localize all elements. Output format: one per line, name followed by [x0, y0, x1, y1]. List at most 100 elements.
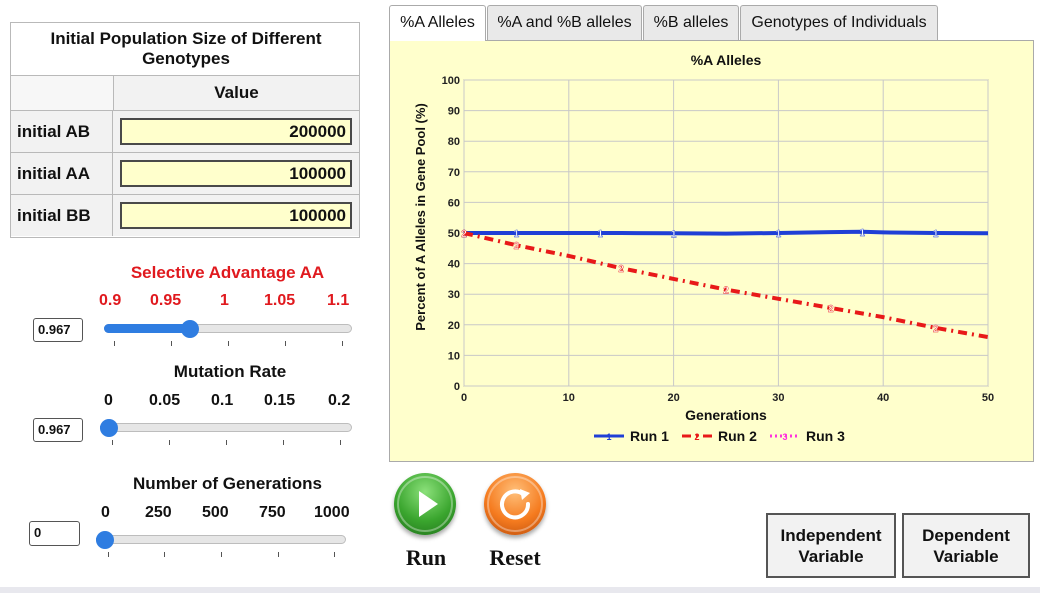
reset-button[interactable] — [484, 473, 546, 535]
slider-tick — [228, 341, 229, 346]
tick-label: 250 — [145, 504, 172, 521]
slider-knob[interactable] — [100, 419, 118, 437]
y-tick-label: 90 — [448, 106, 460, 118]
reset-icon — [487, 476, 543, 532]
mutation-rate-slider[interactable] — [100, 419, 352, 447]
tab-b-alleles[interactable]: %B alleles — [643, 5, 739, 40]
series-marker-1: 1 — [671, 229, 677, 240]
slider-tick — [283, 440, 284, 445]
y-tick-label: 20 — [448, 320, 460, 332]
row-initial-aa: initial AA 100000 — [11, 152, 359, 194]
tab-genotypes[interactable]: Genotypes of Individuals — [740, 5, 938, 40]
row-initial-bb: initial BB 100000 — [11, 194, 359, 236]
series-line-1 — [464, 229, 989, 236]
row-label: initial AB — [11, 111, 113, 152]
series-marker-1: 1 — [776, 229, 782, 240]
slider-tick — [340, 440, 341, 445]
y-tick-label: 0 — [454, 381, 460, 393]
population-table: Initial Population Size of Different Gen… — [10, 22, 360, 238]
slider-tick — [226, 440, 227, 445]
initial-ab-input[interactable]: 200000 — [120, 118, 352, 145]
tick-label: 500 — [202, 504, 229, 521]
independent-variable-button[interactable]: Independent Variable — [766, 513, 896, 578]
header-blank-cell — [11, 76, 114, 110]
tick-label: 0.9 — [99, 292, 122, 309]
tick-label: 0.2 — [328, 392, 351, 409]
slider-tick — [221, 552, 222, 557]
slider-tick — [108, 552, 109, 557]
legend-marker: 1 — [606, 432, 611, 442]
series-marker-1: 1 — [597, 229, 603, 240]
tick-label: 1.05 — [264, 292, 296, 309]
slider-knob[interactable] — [181, 320, 200, 338]
slider-track — [96, 535, 346, 544]
slider-tick — [164, 552, 165, 557]
x-tick-label: 0 — [461, 392, 467, 404]
y-tick-label: 50 — [448, 228, 460, 240]
x-tick-label: 40 — [877, 392, 889, 404]
slider-tick — [278, 552, 279, 557]
series-line-2 — [463, 231, 989, 340]
selective-advantage-slider[interactable] — [104, 320, 352, 348]
bottom-bar — [0, 587, 1040, 593]
selective-advantage-value-box[interactable]: 0.967 — [33, 318, 83, 342]
generations-slider[interactable] — [96, 531, 348, 559]
slider-tick — [114, 341, 115, 346]
population-table-title: Initial Population Size of Different Gen… — [50, 29, 322, 68]
legend-label-1: Run 1 — [630, 428, 669, 444]
slider-fill — [104, 324, 191, 333]
tick-label: 0.05 — [149, 392, 181, 409]
legend-marker: 3 — [782, 432, 787, 442]
dependent-variable-button[interactable]: Dependent Variable — [902, 513, 1030, 578]
slider-tick — [342, 341, 343, 346]
series-marker-2: 2 — [723, 286, 729, 297]
selective-advantage-ticks: 0.9 0.95 1 1.05 1.1 — [96, 292, 364, 312]
series-marker-2: 2 — [514, 241, 520, 252]
tab-a-and-b-alleles[interactable]: %A and %B alleles — [487, 5, 642, 40]
initial-aa-input[interactable]: 100000 — [120, 160, 352, 187]
x-tick-label: 50 — [982, 392, 994, 404]
tick-label: 1.1 — [327, 292, 350, 309]
slider-tick — [171, 341, 172, 346]
tick-label: 0 — [101, 504, 110, 521]
population-table-header: Value — [11, 75, 359, 110]
legend-marker: 2 — [694, 432, 699, 442]
allele-chart: 0 10 20 30 40 50 0 10 20 30 40 50 60 70 80 90 100 %A Alle… — [413, 52, 994, 444]
run-button[interactable] — [394, 473, 456, 535]
y-tick-label: 80 — [448, 136, 460, 148]
value-column-header: Value — [214, 83, 259, 102]
tick-label: 1 — [220, 292, 229, 309]
tick-label: 0.95 — [150, 292, 182, 309]
series-marker-1: 1 — [514, 229, 520, 240]
generations-ticks: 0 250 500 750 1000 — [96, 504, 364, 524]
mutation-rate-ticks: 0 0.05 0.1 0.15 0.2 — [96, 392, 364, 412]
series-marker-2: 2 — [933, 324, 939, 335]
y-tick-label: 40 — [448, 259, 460, 271]
slider-knob[interactable] — [96, 531, 114, 549]
mutation-rate-value-box[interactable]: 0.967 — [33, 418, 83, 442]
y-tick-label: 30 — [448, 289, 460, 301]
y-tick-label: 100 — [442, 75, 460, 87]
series-marker-1: 1 — [859, 228, 865, 239]
chart-title: %A Alleles — [691, 52, 762, 68]
tick-label: 0 — [104, 392, 113, 409]
y-tick-label: 70 — [448, 167, 460, 179]
mutation-rate-title: Mutation Rate — [173, 362, 287, 381]
run-label: Run — [405, 545, 447, 570]
series-marker-2: 2 — [618, 264, 624, 275]
selective-advantage-title: Selective Advantage AA — [130, 263, 325, 282]
slider-tick — [169, 440, 170, 445]
slider-tick — [334, 552, 335, 557]
tick-label: 0.15 — [264, 392, 296, 409]
legend-label-2: Run 2 — [718, 428, 757, 444]
y-tick-label: 60 — [448, 197, 460, 209]
y-axis-label: Percent of A Alleles in Gene Pool (%) — [413, 103, 428, 331]
generations-value-box[interactable]: 0 — [29, 521, 80, 546]
play-icon — [397, 476, 453, 532]
series-marker-2: 2 — [828, 304, 834, 315]
initial-bb-input[interactable]: 100000 — [120, 202, 352, 229]
row-label: initial AA — [11, 153, 113, 194]
x-axis-label: Generations — [685, 407, 767, 423]
tab-a-alleles[interactable]: %A Alleles — [389, 5, 486, 41]
row-label: initial BB — [11, 195, 113, 236]
